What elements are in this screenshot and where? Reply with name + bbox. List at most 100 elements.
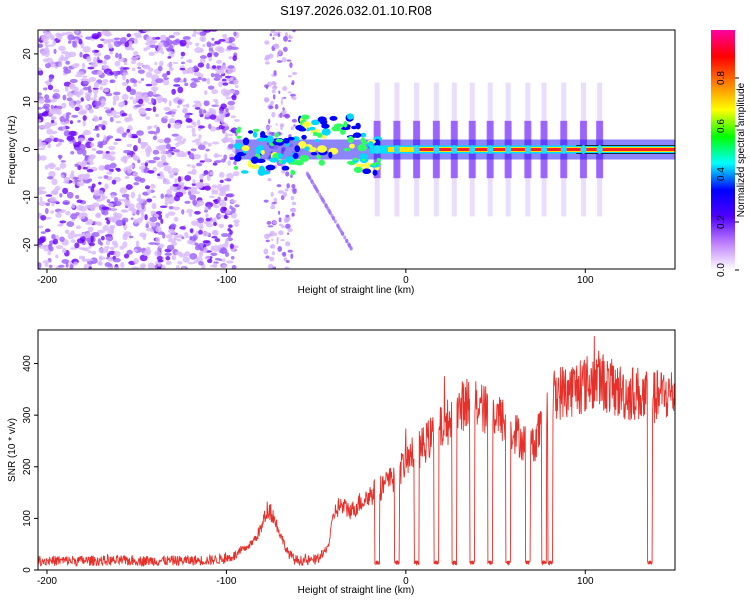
spectrogram-speckle <box>74 242 80 249</box>
spectrogram-speckle <box>153 82 158 85</box>
spectrogram-speckle <box>121 93 129 101</box>
spectrogram-speckle <box>272 36 275 41</box>
spectrogram-speckle <box>286 232 290 235</box>
spectrogram-speckle <box>38 189 43 195</box>
spectrogram-speckle <box>65 210 71 216</box>
spectrogram-speckle <box>125 203 131 207</box>
spectrogram-speckle <box>121 67 130 70</box>
spectrogram-speckle <box>103 175 109 179</box>
carrier-blob <box>352 157 358 161</box>
snr-x-tick-label: 100 <box>577 576 594 587</box>
spectrogram-speckle <box>97 69 103 76</box>
spectrogram-speckle <box>151 202 157 210</box>
spectrogram-speckle <box>216 65 222 69</box>
spectrogram-speckle <box>176 105 180 109</box>
spectrogram-speckle <box>93 92 98 99</box>
spectrogram-speckle <box>116 127 124 133</box>
spectrogram-speckle <box>84 154 89 162</box>
spectrogram-speckle <box>213 98 218 103</box>
spectrogram-speckle <box>140 78 145 81</box>
spectrogram-speckle <box>141 203 145 210</box>
spectrogram-speckle <box>126 167 133 174</box>
spectrogram-speckle <box>143 47 148 52</box>
spectrogram-speckle <box>133 248 138 253</box>
spectrogram-speckle <box>105 240 110 246</box>
spectrogram-speckle <box>203 30 212 33</box>
spectrogram-speckle <box>112 95 120 102</box>
spectrogram-speckle <box>277 190 284 194</box>
snr-dropout-point <box>452 560 456 564</box>
carrier-dropout-mark <box>469 145 476 154</box>
spectrogram-speckle <box>329 211 333 216</box>
spectrogram-speckle <box>276 53 279 58</box>
spectrogram-speckle <box>97 43 104 49</box>
carrier-blob <box>281 165 290 171</box>
spectrogram-speckle <box>112 71 120 74</box>
spectrogram-speckle <box>166 234 173 239</box>
spectrogram-speckle <box>97 260 102 266</box>
spectrogram-speckle <box>55 212 62 218</box>
spectrogram-speckle <box>186 208 193 214</box>
spectrogram-speckle <box>285 171 290 177</box>
spectrogram-speckle <box>101 30 110 36</box>
spectrogram-speckle <box>213 160 222 163</box>
spectrogram-speckle <box>167 62 173 68</box>
spectrogram-speckle <box>93 128 100 131</box>
spectrogram-y-label: Frequency (Hz) <box>7 116 18 185</box>
spectrogram-speckle <box>219 179 224 183</box>
spectrogram-speckle <box>184 231 189 237</box>
spectrogram-speckle <box>155 78 164 84</box>
carrier-blob <box>302 121 312 128</box>
spectrogram-speckle <box>199 35 206 42</box>
spectrogram-speckle <box>70 247 78 250</box>
spectrogram-speckle <box>160 193 165 199</box>
spectrogram-speckle <box>108 202 114 208</box>
carrier-dropout-mark <box>596 145 603 154</box>
spectrogram-speckle <box>85 232 91 239</box>
carrier-dropout-mark <box>451 145 458 154</box>
spectrogram-speckle <box>163 106 171 111</box>
spectrogram-speckle <box>74 30 80 34</box>
carrier-blob <box>311 119 320 126</box>
spectrogram-speckle <box>144 162 148 167</box>
carrier-blob <box>281 159 286 165</box>
spectrogram-speckle <box>147 91 154 97</box>
spectrogram-speckle <box>63 130 71 137</box>
snr-y-axis: 0 100 200 300 400 <box>22 355 38 573</box>
spectrogram-speckle <box>39 236 46 243</box>
spectrogram-speckle <box>65 112 72 116</box>
carrier-blob <box>318 159 325 166</box>
carrier-dropout-mark <box>580 145 587 154</box>
spectrogram-speckle <box>79 51 83 58</box>
spectrogram-speckle <box>290 126 294 131</box>
spectrogram-speckle <box>192 199 198 206</box>
spectrogram-speckle <box>184 113 190 119</box>
colorbar: 0.0 0.2 0.4 0.6 0.8 Normalized spectral ampl… <box>711 30 747 277</box>
spectrogram-speckle <box>219 188 226 195</box>
spectrogram-speckle <box>179 39 187 47</box>
spectrogram-speckle <box>76 199 83 204</box>
spectrogram-speckle <box>82 75 88 78</box>
spectrogram-speckle <box>70 151 75 155</box>
spectrogram-speckle <box>156 211 163 215</box>
spectrogram-speckle <box>282 114 289 118</box>
spectrogram-speckle <box>97 123 103 128</box>
spectrogram-speckle <box>38 67 42 72</box>
spectrogram-speckle <box>182 36 191 40</box>
spectrogram-speckle <box>131 266 140 269</box>
carrier-blob <box>241 145 250 152</box>
spectrogram-speckle <box>291 71 298 76</box>
spectrogram-speckle <box>199 222 204 229</box>
spectrogram-speckle <box>164 252 173 256</box>
carrier-blob <box>329 115 338 121</box>
snr-y-tick-label: 100 <box>22 510 33 527</box>
carrier-dropout-mark <box>487 145 494 154</box>
spectrogram-speckle <box>213 73 220 78</box>
colorbar-tick-label: 0.6 <box>716 119 727 133</box>
spectrogram-speckle <box>313 184 317 189</box>
spectrogram-speckle <box>162 181 171 185</box>
carrier-dropout-mark <box>541 145 548 154</box>
spectrogram-speckle <box>88 242 95 247</box>
spectrogram-speckle <box>44 262 49 268</box>
spectrogram-speckle <box>136 62 144 67</box>
